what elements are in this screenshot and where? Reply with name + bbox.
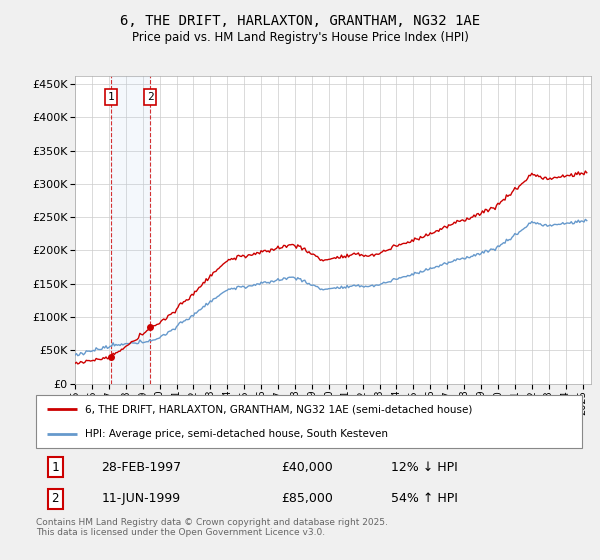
Bar bbox=[111, 76, 150, 384]
Text: £85,000: £85,000 bbox=[282, 492, 334, 505]
Text: Price paid vs. HM Land Registry's House Price Index (HPI): Price paid vs. HM Land Registry's House … bbox=[131, 31, 469, 44]
Text: 2: 2 bbox=[52, 492, 59, 505]
Text: 54% ↑ HPI: 54% ↑ HPI bbox=[391, 492, 458, 505]
Text: 1: 1 bbox=[52, 461, 59, 474]
Text: 2: 2 bbox=[147, 92, 154, 102]
FancyBboxPatch shape bbox=[36, 395, 582, 448]
Text: 6, THE DRIFT, HARLAXTON, GRANTHAM, NG32 1AE (semi-detached house): 6, THE DRIFT, HARLAXTON, GRANTHAM, NG32 … bbox=[85, 404, 473, 414]
Text: HPI: Average price, semi-detached house, South Kesteven: HPI: Average price, semi-detached house,… bbox=[85, 428, 388, 438]
Text: 6, THE DRIFT, HARLAXTON, GRANTHAM, NG32 1AE: 6, THE DRIFT, HARLAXTON, GRANTHAM, NG32 … bbox=[120, 14, 480, 28]
Text: 11-JUN-1999: 11-JUN-1999 bbox=[101, 492, 181, 505]
Text: £40,000: £40,000 bbox=[282, 461, 334, 474]
Text: 12% ↓ HPI: 12% ↓ HPI bbox=[391, 461, 458, 474]
Text: Contains HM Land Registry data © Crown copyright and database right 2025.
This d: Contains HM Land Registry data © Crown c… bbox=[36, 518, 388, 538]
Text: 1: 1 bbox=[107, 92, 114, 102]
Text: 28-FEB-1997: 28-FEB-1997 bbox=[101, 461, 182, 474]
